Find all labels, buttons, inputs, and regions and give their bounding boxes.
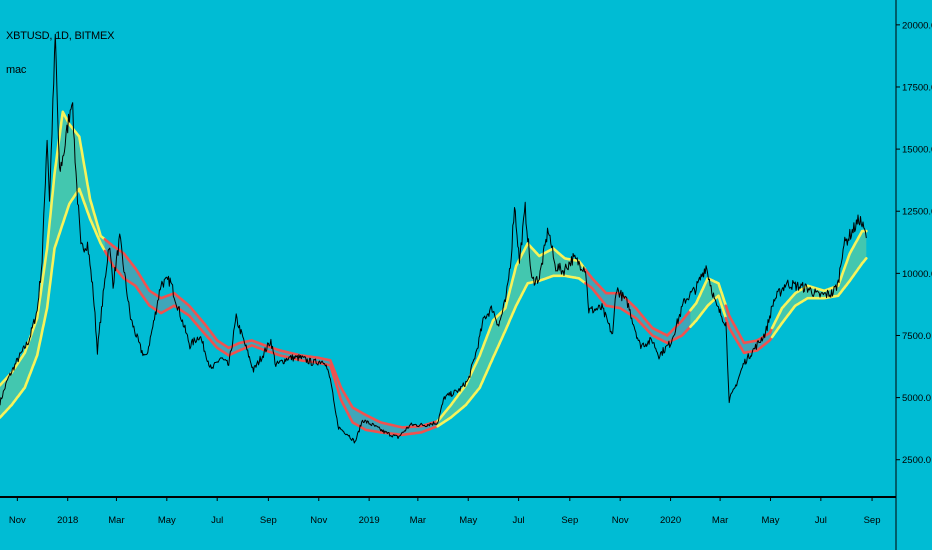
upper-band-bear: [103, 238, 439, 429]
x-tick-label: 2019: [359, 515, 380, 526]
y-tick-label: 10000.0: [902, 269, 932, 280]
x-tick-label: 2018: [57, 515, 78, 526]
lower-band-bear: [724, 316, 774, 355]
lower-band-bear: [103, 249, 439, 437]
lower-band-bull: [689, 294, 728, 328]
lower-band-bear: [584, 282, 692, 345]
x-tick-label: Mar: [712, 515, 728, 526]
x-tick-label: 2020: [660, 515, 681, 526]
y-tick-label: 5000.0: [902, 393, 931, 404]
y-tick-label: 20000.0: [902, 20, 932, 31]
price-axis[interactable]: 2500.0 5000.0 7500.0 10000.0 12500.0 15000.0 1…: [895, 0, 932, 550]
x-tick-label: May: [459, 515, 477, 526]
band-fill-bear: [104, 239, 438, 435]
y-tick-label: 17500.0: [902, 82, 932, 93]
symbol-legend[interactable]: XBTUSD, 1D, BITMEX: [6, 30, 115, 42]
x-tick-label: Jul: [211, 515, 223, 526]
x-tick-label: Jul: [513, 515, 525, 526]
x-tick-label: May: [762, 515, 780, 526]
x-tick-label: May: [158, 515, 176, 526]
y-tick-label: 7500.0: [902, 331, 931, 342]
time-axis[interactable]: Nov 2018 Mar May Jul Sep Nov 2019 Mar May Jul Sep No…: [0, 496, 896, 526]
upper-band-bear: [584, 268, 692, 337]
upper-band-bull: [770, 229, 868, 330]
x-tick-label: Mar: [410, 515, 426, 526]
x-tick-label: Sep: [260, 515, 277, 526]
lower-band-bull: [0, 187, 107, 419]
price-line: [0, 33, 867, 444]
x-tick-label: Nov: [612, 515, 629, 526]
indicator-legend[interactable]: mac: [6, 64, 27, 76]
y-tick-label: 2500.0: [902, 455, 931, 466]
price-line-layer: [0, 33, 867, 444]
x-tick-label: Nov: [9, 515, 26, 526]
x-tick-label: Mar: [108, 515, 124, 526]
band-fill-bear: [725, 305, 773, 353]
x-tick-label: Nov: [310, 515, 327, 526]
y-tick-label: 15000.0: [902, 145, 932, 156]
band-line-layer: [0, 110, 868, 437]
x-tick-label: Sep: [864, 515, 881, 526]
upper-band-bull: [0, 110, 107, 387]
y-tick-label: 12500.0: [902, 207, 932, 218]
x-tick-label: Sep: [561, 515, 578, 526]
lower-band-bull: [770, 257, 868, 339]
lower-band-bull: [436, 274, 587, 428]
upper-band-bull: [436, 242, 587, 423]
x-tick-label: Jul: [815, 515, 827, 526]
band-fill-bull: [437, 243, 586, 427]
